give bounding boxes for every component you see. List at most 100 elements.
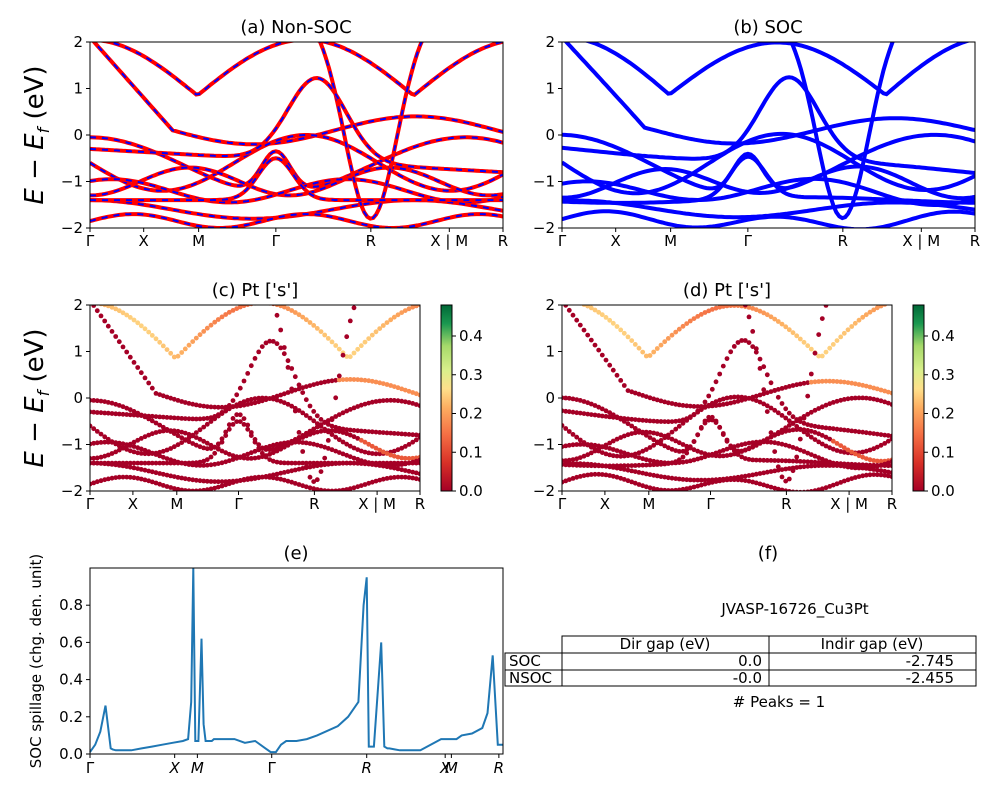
panel-d-point	[838, 397, 844, 403]
panel-c-point	[171, 415, 177, 421]
panel-d-point	[750, 444, 756, 449]
panel-d-point	[669, 436, 675, 442]
panel-c-point	[116, 411, 122, 417]
panel-c-point	[325, 460, 331, 466]
panel-c-point	[259, 446, 265, 451]
panel-d-point	[577, 463, 583, 468]
panel-c-point	[153, 430, 159, 435]
panel-d-point	[687, 403, 693, 409]
panel-c-point	[406, 468, 412, 474]
panel-c-point	[377, 430, 383, 435]
panel-c-point	[204, 415, 210, 421]
panel-d-point	[702, 477, 708, 483]
panel-c-point	[303, 384, 309, 389]
colorbar-d-tick-label: 0.4	[931, 327, 955, 345]
panel-c-point	[248, 401, 254, 406]
panel-d-point	[669, 488, 675, 491]
panel-c-point	[138, 460, 144, 466]
panel-c-point	[362, 377, 368, 383]
panel-d-point	[632, 463, 638, 468]
panel-d-point	[640, 417, 646, 423]
panel-d-point	[739, 305, 745, 309]
panel-d-point	[834, 338, 840, 343]
panel-d-point	[643, 462, 649, 468]
colorbar-ticks: 0.00.10.20.30.40.00.10.20.30.4	[452, 327, 955, 500]
panel-c-point	[329, 447, 335, 453]
panel-d-point	[801, 415, 807, 421]
panel-d-point	[819, 456, 825, 462]
panel-d-point	[596, 404, 602, 410]
panel-c-point	[292, 408, 298, 414]
panel-c-point	[369, 460, 375, 466]
panel-c-point	[92, 305, 95, 306]
panel-d-point	[647, 395, 653, 401]
panel-d-point	[871, 385, 877, 391]
panel-d-point	[786, 443, 792, 449]
panel-d-point	[673, 448, 679, 453]
panel-d-point	[717, 371, 723, 377]
panel-c-point	[164, 447, 170, 453]
panel-d-point	[790, 421, 796, 426]
panel-c-point	[417, 305, 420, 308]
panel-c-point	[109, 305, 115, 310]
panel-d-point	[709, 307, 715, 312]
panel-a-band-line	[90, 75, 503, 175]
panel-c-point	[366, 441, 372, 447]
panel-d-point	[698, 477, 704, 483]
panel-d-point	[724, 401, 730, 407]
panel-d-point	[834, 481, 840, 487]
panel-c-point	[303, 433, 309, 439]
panel-d-point	[779, 430, 785, 435]
panel-c-point	[351, 377, 357, 382]
panel-c-point	[215, 412, 221, 418]
panel-c-point	[344, 427, 350, 432]
panel-c-point	[274, 312, 280, 318]
panel-c-point	[347, 454, 353, 460]
panel-d-point	[889, 402, 892, 407]
panel-d-point	[808, 463, 814, 469]
panel-d-point	[574, 474, 580, 480]
panel-c-point	[373, 460, 379, 466]
panel-d-point	[607, 440, 613, 446]
panel-d-point	[779, 474, 785, 480]
panel-c-point	[391, 431, 397, 436]
panel-d-point	[753, 346, 759, 352]
panel-c-point	[366, 400, 372, 406]
panel-d-point	[731, 305, 737, 308]
panel-d-point	[790, 468, 796, 474]
panel-c-point	[131, 465, 137, 471]
panel-d-point	[739, 454, 745, 460]
panel-d-point	[673, 438, 679, 444]
panel-d-point	[764, 312, 770, 318]
panel-d-point	[779, 413, 785, 418]
panel-d-point	[739, 474, 745, 480]
panel-d-point	[761, 364, 767, 370]
panel-c-point	[410, 475, 416, 481]
panel-c-point	[237, 412, 243, 418]
panel-d-point	[720, 453, 726, 459]
panel-d-point	[610, 463, 616, 469]
panel-d-point	[632, 469, 638, 474]
panel-c-point	[190, 416, 196, 422]
panel-c-point	[146, 329, 152, 335]
panel-d-point	[768, 389, 774, 394]
panel-d-point	[827, 425, 833, 431]
panel-c-point	[300, 440, 306, 445]
panel-d-point	[790, 458, 796, 464]
panel-d-point	[871, 396, 877, 402]
panel-d-point	[669, 446, 675, 452]
panel-d-point	[878, 387, 884, 393]
panel-c-point	[215, 461, 221, 466]
panel-d-point	[621, 416, 627, 421]
panel-c-point	[120, 445, 126, 451]
panel-d-point	[654, 473, 660, 479]
panel-d-point	[867, 462, 873, 468]
panel-d-point	[750, 440, 756, 445]
panel-c-point	[237, 478, 243, 483]
panel-c-point	[296, 466, 302, 472]
panel-c-point	[248, 456, 254, 461]
panel-c-point	[292, 310, 298, 315]
panel-d-point	[599, 463, 605, 469]
panel-d-point	[783, 442, 789, 448]
